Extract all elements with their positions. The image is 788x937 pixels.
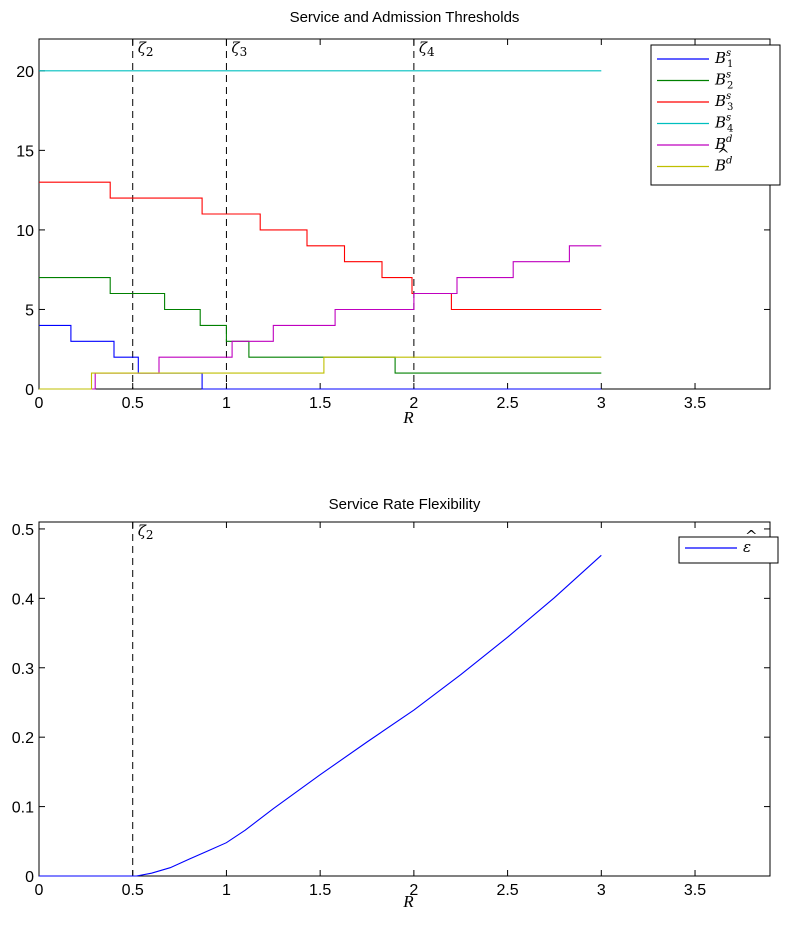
x-axis-label: R bbox=[402, 892, 414, 911]
y-tick-label: 0.2 bbox=[12, 730, 34, 747]
legend-entry: ε bbox=[743, 538, 751, 556]
x-tick-label: 2.5 bbox=[496, 395, 518, 412]
threshold-label: ζ3 bbox=[231, 39, 247, 59]
series-line bbox=[39, 356, 602, 390]
y-tick-label: 20 bbox=[16, 64, 34, 81]
legend-entry: Bs 1 bbox=[714, 48, 733, 70]
legend-hat: ^ bbox=[717, 146, 730, 164]
x-tick-label: 3 bbox=[597, 882, 606, 899]
x-tick-label: 1.5 bbox=[309, 395, 331, 412]
series-line bbox=[39, 324, 602, 390]
x-tick-label: 3.5 bbox=[684, 882, 706, 899]
x-tick-label: 0 bbox=[35, 395, 44, 412]
x-tick-label: 3.5 bbox=[684, 395, 706, 412]
y-tick-label: 0.1 bbox=[12, 800, 34, 817]
chart-title: Service Rate Flexibility bbox=[329, 496, 481, 513]
threshold-label: ζ2 bbox=[138, 39, 154, 59]
thresholds-chart: Service and Admission Thresholds 0 0.5 1 1.5… bbox=[16, 9, 781, 427]
y-tick-label: 0.3 bbox=[12, 661, 34, 678]
legend-entry: Bs 3 bbox=[714, 91, 733, 113]
y-tick-label: 0.4 bbox=[12, 591, 34, 608]
x-tick-label: 2 bbox=[409, 882, 418, 899]
legend-entry: Bs 4 bbox=[714, 113, 733, 135]
legend-entry: Bs 2 bbox=[714, 70, 733, 92]
x-tick-label: 0.5 bbox=[122, 882, 144, 899]
chart-title: Service and Admission Thresholds bbox=[290, 9, 520, 26]
x-tick-label: 2.5 bbox=[496, 882, 518, 899]
legend-hat: ^ bbox=[745, 527, 758, 545]
flexibility-chart: Service Rate Flexibility 0 0.5 1 1.5 2 2.5 3 3.5… bbox=[12, 496, 779, 911]
y-tick-label: 0.5 bbox=[12, 522, 34, 539]
y-tick-label: 0 bbox=[25, 382, 34, 399]
legend-entry: Bd bbox=[714, 156, 732, 175]
x-tick-label: 1 bbox=[222, 882, 231, 899]
y-tick-label: 5 bbox=[25, 302, 34, 319]
x-tick-label: 1.5 bbox=[309, 882, 331, 899]
y-tick-label: 15 bbox=[16, 143, 34, 160]
x-tick-label: 3 bbox=[597, 395, 606, 412]
x-axis-label: R bbox=[402, 408, 414, 427]
plot-area bbox=[38, 38, 771, 390]
x-tick-label: 0.5 bbox=[122, 395, 144, 412]
legend-entry: Bd bbox=[714, 134, 732, 153]
x-tick-label: 0 bbox=[35, 882, 44, 899]
y-tick-label: 10 bbox=[16, 223, 34, 240]
x-tick-label: 2 bbox=[409, 395, 418, 412]
legend-box bbox=[650, 44, 781, 186]
threshold-label: ζ4 bbox=[419, 39, 435, 59]
y-tick-label: 0 bbox=[25, 869, 34, 886]
legend-box bbox=[678, 536, 779, 564]
plot-area bbox=[38, 521, 771, 877]
series-line bbox=[39, 245, 602, 390]
x-tick-label: 1 bbox=[222, 395, 231, 412]
series-line bbox=[39, 554, 602, 877]
threshold-label: ζ2 bbox=[138, 522, 154, 542]
